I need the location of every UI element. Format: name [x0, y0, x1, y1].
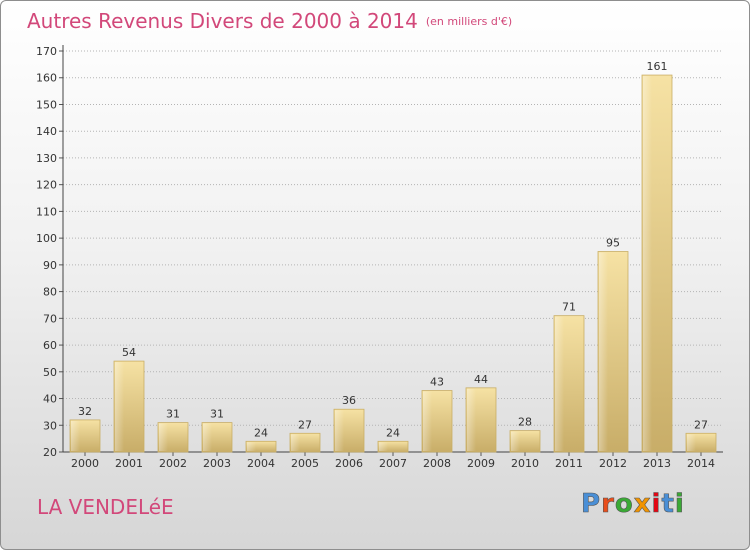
x-tick-label: 2009: [467, 457, 495, 470]
chart-title: Autres Revenus Divers de 2000 à 2014 (en …: [27, 9, 512, 33]
bar-highlight: [159, 423, 174, 451]
x-tick-label: 2011: [555, 457, 583, 470]
x-tick-label: 2005: [291, 457, 319, 470]
y-tick-label: 110: [36, 205, 57, 218]
logo-letter: o: [614, 489, 634, 520]
y-tick-label: 140: [36, 125, 57, 138]
bar-layer: [69, 74, 717, 453]
data-label: 28: [518, 416, 532, 429]
y-tick-label: 60: [43, 339, 57, 352]
chart-title-text: Autres Revenus Divers de 2000 à 2014: [27, 9, 418, 33]
y-tick-label: 70: [43, 312, 57, 325]
x-tick-label: 2013: [643, 457, 671, 470]
data-label: 71: [562, 301, 576, 314]
x-tick-label: 2012: [599, 457, 627, 470]
bar-highlight: [115, 362, 130, 451]
logo-letter: i: [674, 489, 685, 520]
bar-highlight: [291, 434, 306, 451]
logo-letter: i: [651, 489, 662, 520]
logo-letter: x: [633, 489, 652, 520]
y-tick-label: 80: [43, 286, 57, 299]
town-name: LA VENDELéE: [37, 495, 174, 519]
x-tick-label: 2002: [159, 457, 187, 470]
bar-highlight: [511, 431, 526, 451]
logo-letter: P: [581, 489, 602, 520]
data-label: 24: [254, 426, 268, 439]
label-layer: 2000 32 2001 54 2002 31 2003 31 2004 24 2005 27 2006…: [71, 60, 715, 470]
data-label: 95: [606, 237, 620, 250]
bar-highlight: [643, 76, 658, 451]
x-tick-label: 2010: [511, 457, 539, 470]
x-tick-label: 2014: [687, 457, 715, 470]
data-label: 27: [298, 418, 312, 431]
data-label: 54: [122, 346, 136, 359]
bar-highlight: [599, 252, 614, 451]
bar-highlight: [247, 442, 262, 451]
y-tick-label: 150: [36, 98, 57, 111]
bar-highlight: [203, 423, 218, 451]
logo-letter: r: [601, 489, 615, 520]
chart-unit-note: (en milliers d'€): [425, 15, 513, 28]
y-tick-label: 90: [43, 259, 57, 272]
y-tick-label: 170: [36, 45, 57, 58]
y-tick-label: 160: [36, 72, 57, 85]
y-tick-label: 120: [36, 179, 57, 192]
data-label: 36: [342, 394, 356, 407]
data-label: 31: [166, 408, 180, 421]
y-tick-label: 30: [43, 419, 57, 432]
bar-highlight: [467, 388, 482, 451]
data-label: 24: [386, 426, 400, 439]
bar-highlight: [423, 391, 438, 451]
bar-highlight: [379, 442, 394, 451]
bar-highlight: [335, 410, 350, 451]
bar-highlight: [71, 420, 86, 451]
data-label: 27: [694, 418, 708, 431]
x-tick-label: 2006: [335, 457, 363, 470]
grid-layer: [63, 50, 723, 453]
data-label: 161: [647, 60, 668, 73]
x-tick-label: 2007: [379, 457, 407, 470]
y-tick-label: 40: [43, 393, 57, 406]
proxiti-logo: Proxiti: [581, 489, 685, 520]
axis-layer: 20 30 40 50 60 70 80 90 100 110 120 130 140 150 160 170: [36, 45, 723, 459]
data-label: 44: [474, 373, 488, 386]
y-tick-label: 100: [36, 232, 57, 245]
y-tick-label: 130: [36, 152, 57, 165]
x-tick-label: 2008: [423, 457, 451, 470]
logo-letter: t: [661, 489, 675, 520]
data-label: 43: [430, 376, 444, 389]
x-tick-label: 2003: [203, 457, 231, 470]
x-tick-label: 2000: [71, 457, 99, 470]
y-tick-label: 50: [43, 366, 57, 379]
y-tick-label: 20: [43, 446, 57, 459]
data-label: 32: [78, 405, 92, 418]
data-label: 31: [210, 408, 224, 421]
bar-highlight: [555, 316, 570, 451]
x-tick-label: 2004: [247, 457, 275, 470]
bar-highlight: [687, 434, 702, 451]
x-tick-label: 2001: [115, 457, 143, 470]
